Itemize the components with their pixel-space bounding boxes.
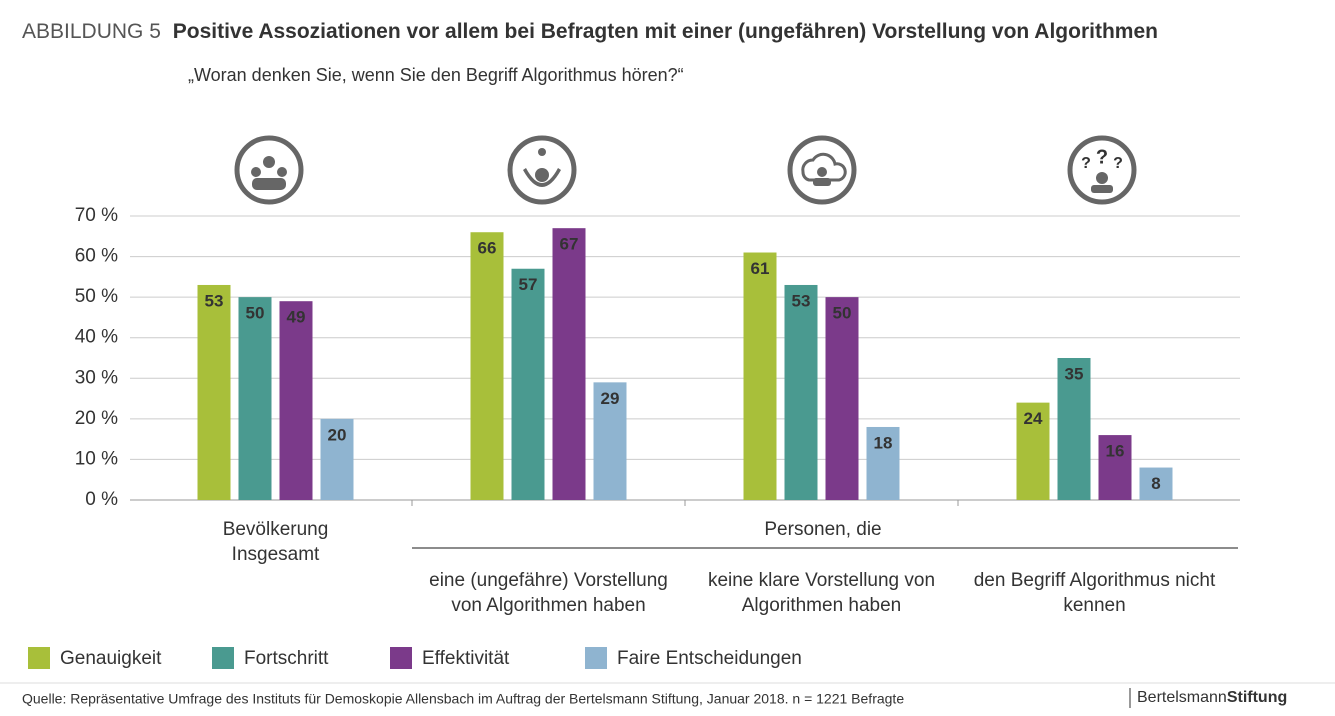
bar xyxy=(320,418,354,500)
legend-label: Effektivität xyxy=(422,648,510,669)
data-label: 50 xyxy=(833,304,852,323)
bar xyxy=(743,252,777,500)
y-tick-label: 20 % xyxy=(75,408,118,429)
x-tick-label: Bevölkerung Insgesamt xyxy=(222,519,329,565)
bar xyxy=(552,228,586,500)
data-label: 18 xyxy=(874,433,893,452)
brand: BertelsmannStiftung xyxy=(1137,689,1287,706)
legend-swatch xyxy=(212,647,234,669)
data-label: 50 xyxy=(246,304,265,323)
y-tick-label: 60 % xyxy=(75,246,118,267)
legend-swatch xyxy=(585,647,607,669)
legend-label: Faire Entscheidungen xyxy=(617,648,802,669)
legend-swatch xyxy=(28,647,50,669)
data-label: 20 xyxy=(328,425,347,444)
bar xyxy=(1139,467,1173,500)
legend-label: Genauigkeit xyxy=(60,648,162,669)
data-label: 49 xyxy=(287,308,306,327)
bar xyxy=(197,284,231,500)
data-label: 24 xyxy=(1024,409,1043,428)
data-label: 53 xyxy=(205,291,224,310)
legend-label: Fortschritt xyxy=(244,648,329,669)
figure-label: ABBILDUNG 5 xyxy=(22,20,161,43)
bar xyxy=(1016,402,1050,500)
brand-bold: Stiftung xyxy=(1227,689,1287,706)
y-tick-label: 50 % xyxy=(75,286,118,307)
y-tick-label: 10 % xyxy=(75,448,118,469)
bar xyxy=(825,297,859,500)
brand-light: Bertelsmann xyxy=(1137,689,1227,706)
bar xyxy=(866,426,900,500)
x-tick-label: den Begriff Algorithmus nicht kennen xyxy=(973,570,1216,616)
bar xyxy=(470,232,504,500)
chart-title: ABBILDUNG 5 Positive Assoziationen vor a… xyxy=(22,20,1158,43)
svg-text:?: ? xyxy=(1113,155,1123,172)
group-label: Personen, die xyxy=(764,519,881,540)
data-label: 66 xyxy=(478,239,497,258)
bar xyxy=(279,301,313,500)
data-label: 16 xyxy=(1106,442,1125,461)
legend-swatch xyxy=(390,647,412,669)
bar xyxy=(1098,435,1132,500)
bar xyxy=(1057,358,1091,500)
bar xyxy=(511,268,545,500)
data-label: 8 xyxy=(1151,474,1160,493)
bar xyxy=(238,297,272,500)
y-tick-label: 70 % xyxy=(75,205,118,226)
source: Quelle: Repräsentative Umfrage des Insti… xyxy=(22,691,904,707)
y-tick-label: 30 % xyxy=(75,367,118,388)
y-tick-label: 40 % xyxy=(75,327,118,348)
y-tick-label: 0 % xyxy=(85,489,118,510)
icon-glyphs: ? ? ? xyxy=(251,146,1123,193)
x-tick-label: keine klare Vorstellung von Algorithmen … xyxy=(707,570,936,616)
data-label: 35 xyxy=(1065,364,1084,383)
bar xyxy=(784,284,818,500)
data-label: 57 xyxy=(519,275,538,294)
subtitle: „Woran denken Sie, wenn Sie den Begriff … xyxy=(188,65,684,85)
data-label: 29 xyxy=(601,389,620,408)
data-label: 53 xyxy=(792,291,811,310)
bar xyxy=(593,382,627,500)
data-label: 61 xyxy=(751,259,770,278)
svg-text:?: ? xyxy=(1096,146,1108,168)
icons xyxy=(234,135,1137,205)
title: Positive Assoziationen vor allem bei Bef… xyxy=(173,20,1158,43)
data-label: 67 xyxy=(560,235,579,254)
x-tick-label: eine (ungefähre) Vorstellung von Algorit… xyxy=(429,570,668,616)
svg-text:?: ? xyxy=(1081,155,1091,172)
